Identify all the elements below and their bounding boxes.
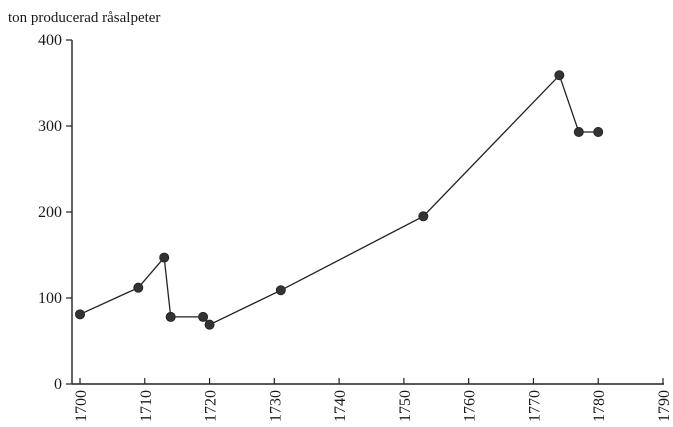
y-tick-label: 100 — [38, 290, 62, 307]
x-tick-label: 1740 — [332, 390, 349, 422]
x-tick-label: 1770 — [526, 390, 543, 422]
data-point — [198, 311, 209, 322]
data-point — [133, 282, 144, 293]
data-point — [275, 285, 286, 296]
x-tick-label: 1790 — [656, 390, 673, 422]
y-tick-label: 300 — [38, 118, 62, 135]
y-tick-label: 0 — [54, 376, 62, 393]
x-tick-label: 1720 — [203, 390, 220, 422]
data-point — [204, 319, 215, 330]
y-tick-label: 200 — [38, 204, 62, 221]
series-group — [75, 70, 604, 330]
data-point — [573, 127, 584, 138]
x-tick-label: 1750 — [397, 390, 414, 422]
y-tick-label: 400 — [38, 32, 62, 49]
x-tick-label: 1730 — [267, 390, 284, 422]
series-line — [79, 74, 599, 326]
y-axis-ticks: 0 100 200 300 400 — [38, 32, 72, 393]
data-point — [593, 127, 604, 138]
x-tick-label: 1710 — [138, 390, 155, 422]
data-point — [554, 70, 565, 81]
data-point — [75, 309, 86, 320]
data-point — [165, 311, 176, 322]
chart-title: ton producerad råsalpeter — [8, 10, 160, 26]
x-tick-label: 1780 — [591, 390, 608, 422]
x-tick-label: 1760 — [462, 390, 479, 422]
x-axis-ticks: 1700 1710 1720 1730 1740 1750 1760 1770 1780 1790 — [73, 378, 673, 422]
x-tick-label: 1700 — [73, 390, 90, 422]
data-point — [159, 252, 170, 263]
data-point — [418, 211, 429, 222]
